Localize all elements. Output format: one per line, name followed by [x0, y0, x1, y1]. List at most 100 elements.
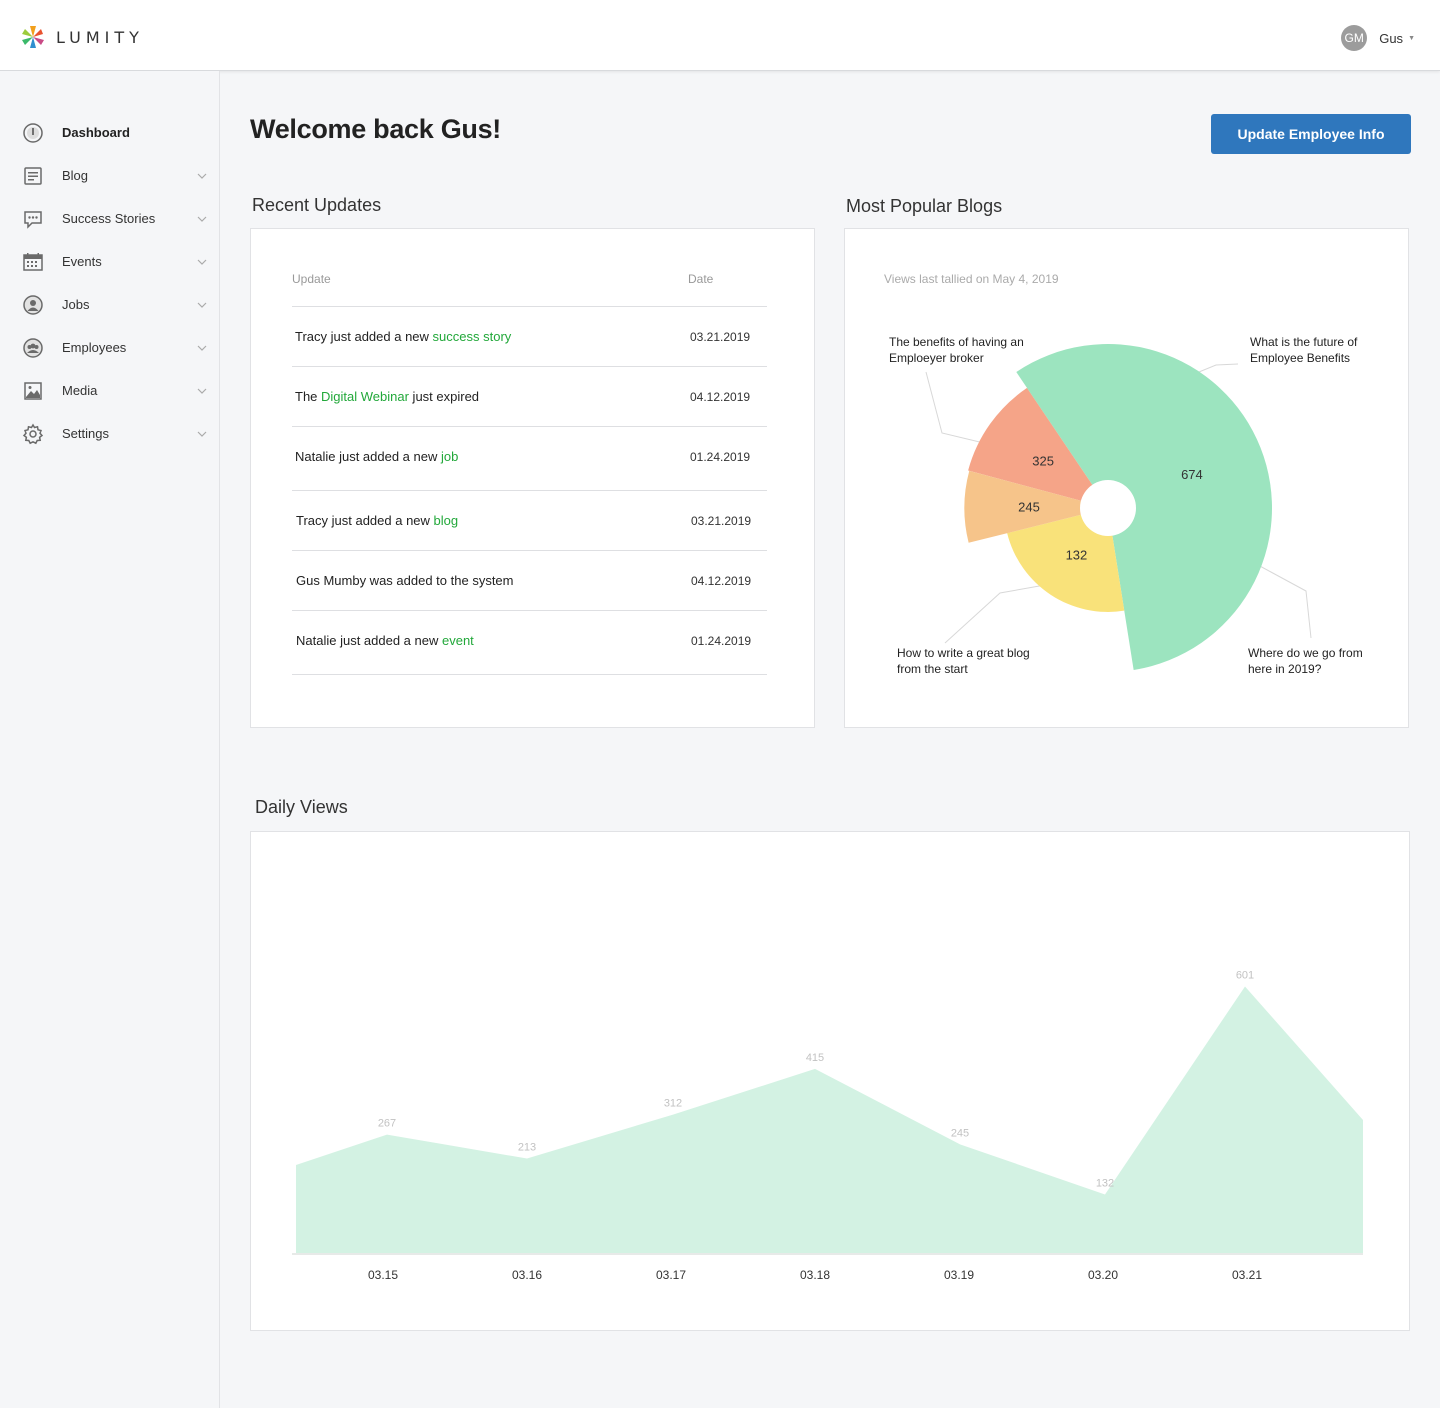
pie-slice[interactable]: [968, 387, 1108, 508]
row-date: 03.21.2019: [691, 514, 752, 528]
sidebar-item-blog[interactable]: Blog: [0, 154, 220, 197]
pie-value-label: 132: [1066, 548, 1088, 563]
lumity-logo-icon: [22, 26, 44, 48]
sidebar-item-employees[interactable]: Employees: [0, 326, 220, 369]
x-tick-label: 03.20: [1088, 1268, 1118, 1282]
row-link[interactable]: event: [441, 633, 474, 648]
x-tick-label: 03.21: [1232, 1268, 1262, 1282]
area-series: [296, 986, 1363, 1253]
table-row[interactable]: Natalie just added a new event: [296, 633, 474, 648]
pie-slice[interactable]: [964, 470, 1108, 543]
popular-blogs-title: Most Popular Blogs: [846, 196, 1003, 216]
pie-slice[interactable]: [1016, 344, 1272, 670]
table-row[interactable]: Tracy just added a new success story: [295, 329, 511, 344]
pie-label-future: What is the future of Employee Benefits: [1250, 335, 1358, 365]
chevron-down-icon: [197, 173, 207, 179]
blog-icon: [22, 165, 44, 187]
sidebar-item-label: Settings: [62, 426, 109, 441]
divider: [292, 610, 767, 611]
x-tick-label: 03.15: [368, 1268, 398, 1282]
table-row[interactable]: Gus Mumby was added to the system: [296, 573, 513, 588]
data-label: 245: [951, 1127, 969, 1139]
gear-icon: [22, 423, 44, 445]
data-label: 213: [518, 1142, 536, 1154]
row-text: Gus Mumby was added to the system: [296, 573, 514, 588]
sidebar: Dashboard Blog Success Stories Events Jo…: [0, 71, 220, 1408]
sidebar-item-label: Dashboard: [62, 125, 130, 140]
chevron-down-icon: [197, 431, 207, 437]
daily-views-chart: 267 213 312 415 245 132 601 03.15 03.16 03.17 03.…: [292, 969, 1363, 1282]
divider: [292, 674, 767, 675]
calendar-icon: [22, 251, 44, 273]
chat-icon: [22, 208, 44, 230]
row-link[interactable]: job: [440, 449, 459, 464]
row-text: just expired: [408, 389, 480, 404]
pie-value-label: 245: [1018, 499, 1040, 514]
x-tick-label: 03.17: [656, 1268, 686, 1282]
x-tick-label: 03.18: [800, 1268, 830, 1282]
image-icon: [22, 380, 44, 402]
x-tick-label: 03.16: [512, 1268, 542, 1282]
sidebar-item-settings[interactable]: Settings: [0, 412, 220, 455]
divider: [292, 366, 767, 367]
pie-value-label: 674: [1181, 467, 1203, 482]
row-date: 04.12.2019: [690, 390, 751, 404]
column-header-date: Date: [688, 272, 714, 286]
table-row[interactable]: Tracy just added a new blog: [296, 513, 458, 528]
chevron-down-icon: [197, 345, 207, 351]
divider: [292, 490, 767, 491]
row-link[interactable]: success story: [432, 329, 512, 344]
row-link[interactable]: blog: [433, 513, 459, 528]
divider: [292, 306, 767, 307]
data-label: 312: [664, 1098, 682, 1110]
user-menu[interactable]: GM Gus ▼: [1341, 25, 1415, 51]
data-label: 267: [378, 1118, 396, 1130]
sidebar-item-label: Events: [62, 254, 102, 269]
person-icon: [22, 294, 44, 316]
pie-label-write: How to write a great blog from the start: [897, 646, 1030, 676]
table-row[interactable]: Natalie just added a new job: [295, 449, 458, 464]
x-tick-label: 03.19: [944, 1268, 974, 1282]
sidebar-item-label: Blog: [62, 168, 89, 183]
dashboard-icon: [22, 122, 44, 144]
row-text: Natalie just added a new: [295, 449, 441, 464]
user-name: Gus: [1379, 30, 1404, 46]
data-label: 132: [1096, 1177, 1114, 1189]
data-label: 415: [806, 1052, 824, 1064]
column-header-update: Update: [292, 272, 331, 286]
avatar: GM: [1341, 25, 1368, 51]
recent-updates-card: [250, 228, 815, 728]
pie-label-benefits: The benefits of having an Emploeyer brok…: [889, 335, 1024, 365]
sidebar-item-success-stories[interactable]: Success Stories: [0, 197, 220, 240]
row-text: The: [295, 389, 322, 404]
page-title: Welcome back Gus!: [250, 114, 501, 144]
pie-label-where: Where do we go from here in 2019?: [1248, 646, 1363, 676]
row-date: 03.21.2019: [690, 330, 751, 344]
top-header: LUMITY GM Gus ▼: [0, 0, 1440, 71]
pie-center-hole: [1080, 480, 1136, 536]
views-tally-note: Views last tallied on May 4, 2019: [884, 272, 1059, 286]
sidebar-item-label: Jobs: [62, 297, 90, 312]
popular-blogs-chart: 325 674 132 245: [925, 344, 1312, 670]
logo[interactable]: LUMITY: [20, 24, 144, 50]
daily-views-title: Daily Views: [255, 797, 348, 817]
sidebar-item-jobs[interactable]: Jobs: [0, 283, 220, 326]
pie-slice[interactable]: [1007, 508, 1125, 612]
sidebar-item-dashboard[interactable]: Dashboard: [0, 111, 220, 154]
update-employee-info-button[interactable]: Update Employee Info: [1211, 114, 1411, 154]
row-text: Tracy just added a new: [295, 329, 433, 344]
chevron-down-icon: [197, 302, 207, 308]
divider: [292, 550, 767, 551]
sidebar-item-media[interactable]: Media: [0, 369, 220, 412]
sidebar-item-events[interactable]: Events: [0, 240, 220, 283]
table-row[interactable]: The Digital Webinar just expired: [295, 389, 479, 404]
chevron-down-icon: [197, 259, 207, 265]
chevron-down-icon: [197, 216, 207, 222]
row-link[interactable]: Digital Webinar: [321, 389, 409, 404]
recent-updates-title: Recent Updates: [252, 195, 382, 215]
caret-down-icon: ▼: [1408, 34, 1415, 42]
data-label: 601: [1236, 969, 1254, 981]
row-text: Tracy just added a new: [296, 513, 434, 528]
sidebar-item-label: Success Stories: [62, 211, 156, 226]
row-text: Natalie just added a new: [296, 633, 442, 648]
